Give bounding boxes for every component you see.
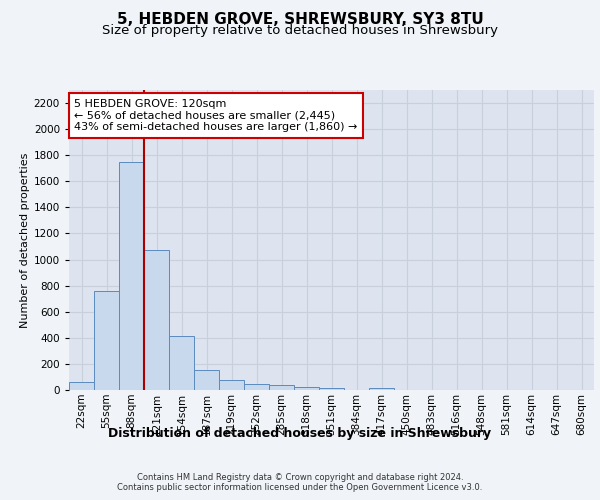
Bar: [169, 336, 194, 390]
Text: 5, HEBDEN GROVE, SHREWSBURY, SY3 8TU: 5, HEBDEN GROVE, SHREWSBURY, SY3 8TU: [116, 12, 484, 28]
Bar: [244, 384, 269, 390]
Text: 5 HEBDEN GROVE: 120sqm
← 56% of detached houses are smaller (2,445)
43% of semi-: 5 HEBDEN GROVE: 120sqm ← 56% of detached…: [74, 99, 358, 132]
Text: Distribution of detached houses by size in Shrewsbury: Distribution of detached houses by size …: [109, 428, 491, 440]
Y-axis label: Number of detached properties: Number of detached properties: [20, 152, 29, 328]
Bar: [219, 380, 244, 390]
Bar: [119, 162, 144, 390]
Text: Size of property relative to detached houses in Shrewsbury: Size of property relative to detached ho…: [102, 24, 498, 37]
Bar: [369, 388, 394, 390]
Text: Contains public sector information licensed under the Open Government Licence v3: Contains public sector information licen…: [118, 482, 482, 492]
Bar: [94, 291, 119, 390]
Bar: [144, 250, 169, 390]
Bar: [69, 382, 94, 390]
Bar: [269, 386, 294, 390]
Bar: [319, 388, 344, 390]
Bar: [294, 388, 319, 390]
Text: Contains HM Land Registry data © Crown copyright and database right 2024.: Contains HM Land Registry data © Crown c…: [137, 472, 463, 482]
Bar: [194, 370, 219, 390]
